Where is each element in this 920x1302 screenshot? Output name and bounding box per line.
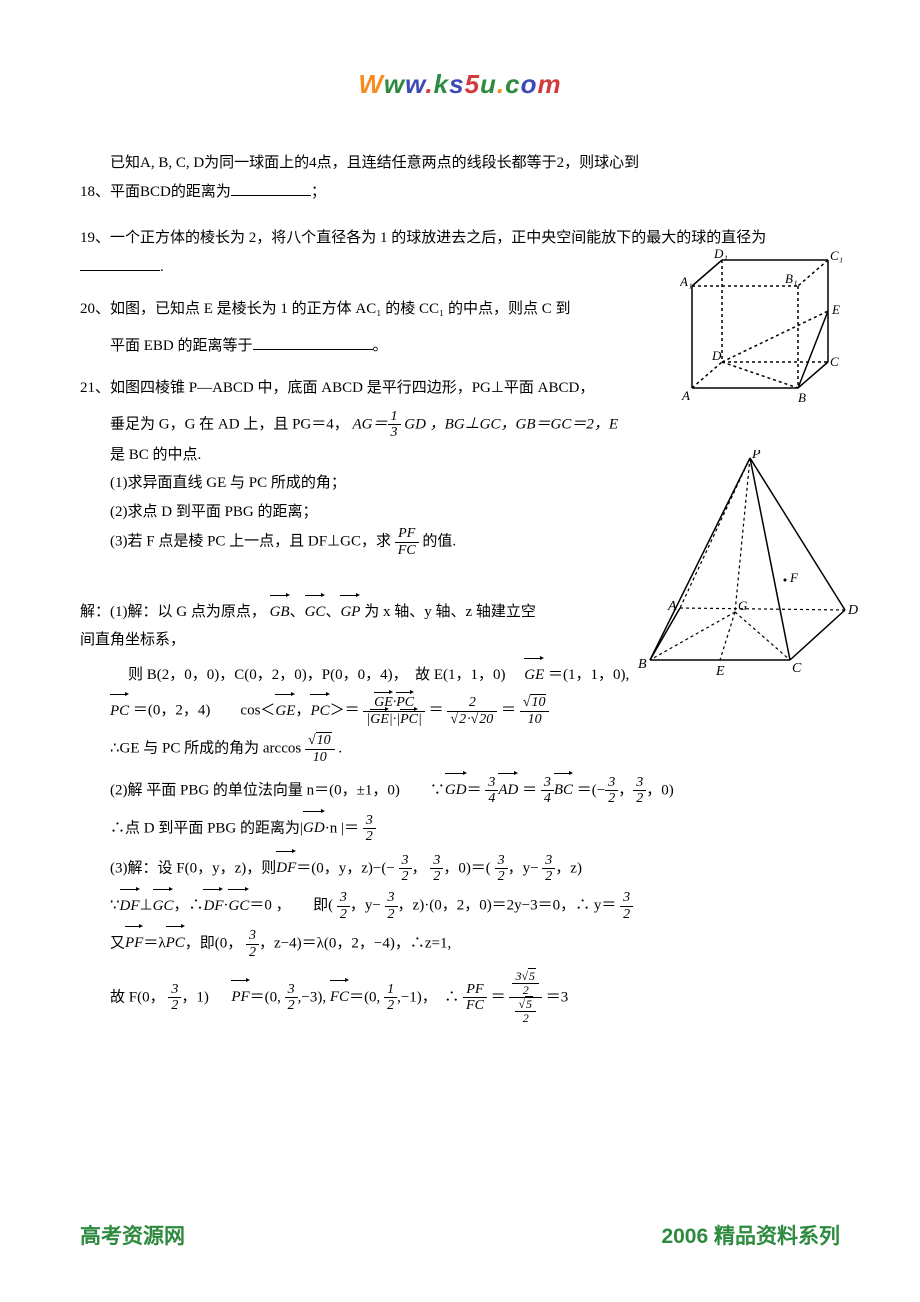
answer-blank <box>80 254 160 271</box>
problem-text: 平面 EBD 的距离等于 <box>110 338 253 354</box>
svg-text:D: D <box>847 603 858 618</box>
problem-text: 平面BCD的距离为 <box>110 184 231 200</box>
problem-20: 20、如图，已知点 E 是棱长为 1 的正方体 AC₁ 的棱 CC₁ 的中点，则… <box>80 295 640 360</box>
problem-number: 20、 <box>80 295 110 324</box>
problem-19: 19、一个正方体的棱长为 2，将八个直径各为 1 的球放进去之后，正中央空间能放… <box>80 224 840 281</box>
subquestion-1: (1)求异面直线 GE 与 PC 所成的角； <box>110 475 346 491</box>
footer-left: 高考资源网 <box>80 1217 185 1257</box>
fraction: GE·PC |GE|·|PC| <box>363 695 424 727</box>
problem-text: 一个正方体的棱长为 2，将八个直径各为 1 的球放进去之后，正中央空间能放下的最… <box>110 230 766 246</box>
fraction: PFFC <box>395 526 419 558</box>
footer-right: 2006 精品资料系列 <box>661 1217 840 1257</box>
site-logo: Www.ks5u.com <box>80 60 840 109</box>
problem-number: 21、 <box>80 374 110 403</box>
problem-18: 已知A, B, C, D为同一球面上的4点，且连结任意两点的线段长都等于2，则球… <box>80 149 840 206</box>
svg-text:C: C <box>830 354 839 369</box>
answer-blank <box>231 179 311 196</box>
subquestion-2: (2)求点 D 到平面 PBG 的距离； <box>110 504 318 520</box>
svg-text:E: E <box>831 302 840 317</box>
fraction: 10 10 <box>305 733 335 765</box>
svg-text:F: F <box>789 570 799 585</box>
problem-text: 如图，已知点 E 是棱长为 1 的正方体 AC₁ 的棱 CC₁ 的中点，则点 C… <box>110 301 570 317</box>
svg-text:B: B <box>638 657 647 672</box>
page-footer: 高考资源网 2006 精品资料系列 <box>80 1217 840 1257</box>
svg-text:G: G <box>738 598 748 613</box>
problem-number: 19、 <box>80 224 110 253</box>
svg-text:A: A <box>667 599 677 614</box>
fraction: 10 10 <box>520 695 550 727</box>
fraction: 352 52 <box>509 970 542 1026</box>
fraction: 13 <box>388 409 401 441</box>
svg-text:P: P <box>751 450 761 462</box>
svg-text:C: C <box>792 661 802 676</box>
answer-blank <box>253 333 373 350</box>
subquestion-3: (3)若 F 点是棱 PC 上一点，且 DF⊥GC，求 <box>110 534 391 550</box>
problem-text: 已知A, B, C, D为同一球面上的4点，且连结任意两点的线段长都等于2，则球… <box>110 155 639 171</box>
problem-21: 21、如图四棱锥 P—ABCD 中，底面 ABCD 是平行四边形，PG⊥平面 A… <box>80 374 620 558</box>
fraction: 2 2·20 <box>447 695 497 727</box>
svg-text:A: A <box>681 388 690 403</box>
svg-text:E: E <box>715 664 725 679</box>
problem-text: 如图四棱锥 P—ABCD 中，底面 ABCD 是平行四边形，PG⊥平面 ABCD… <box>110 380 594 396</box>
svg-text:B: B <box>798 390 806 405</box>
problem-number: 18、 <box>80 178 110 207</box>
svg-text:D: D <box>711 348 722 363</box>
pyramid-figure: P A D B C E G F <box>630 450 860 690</box>
